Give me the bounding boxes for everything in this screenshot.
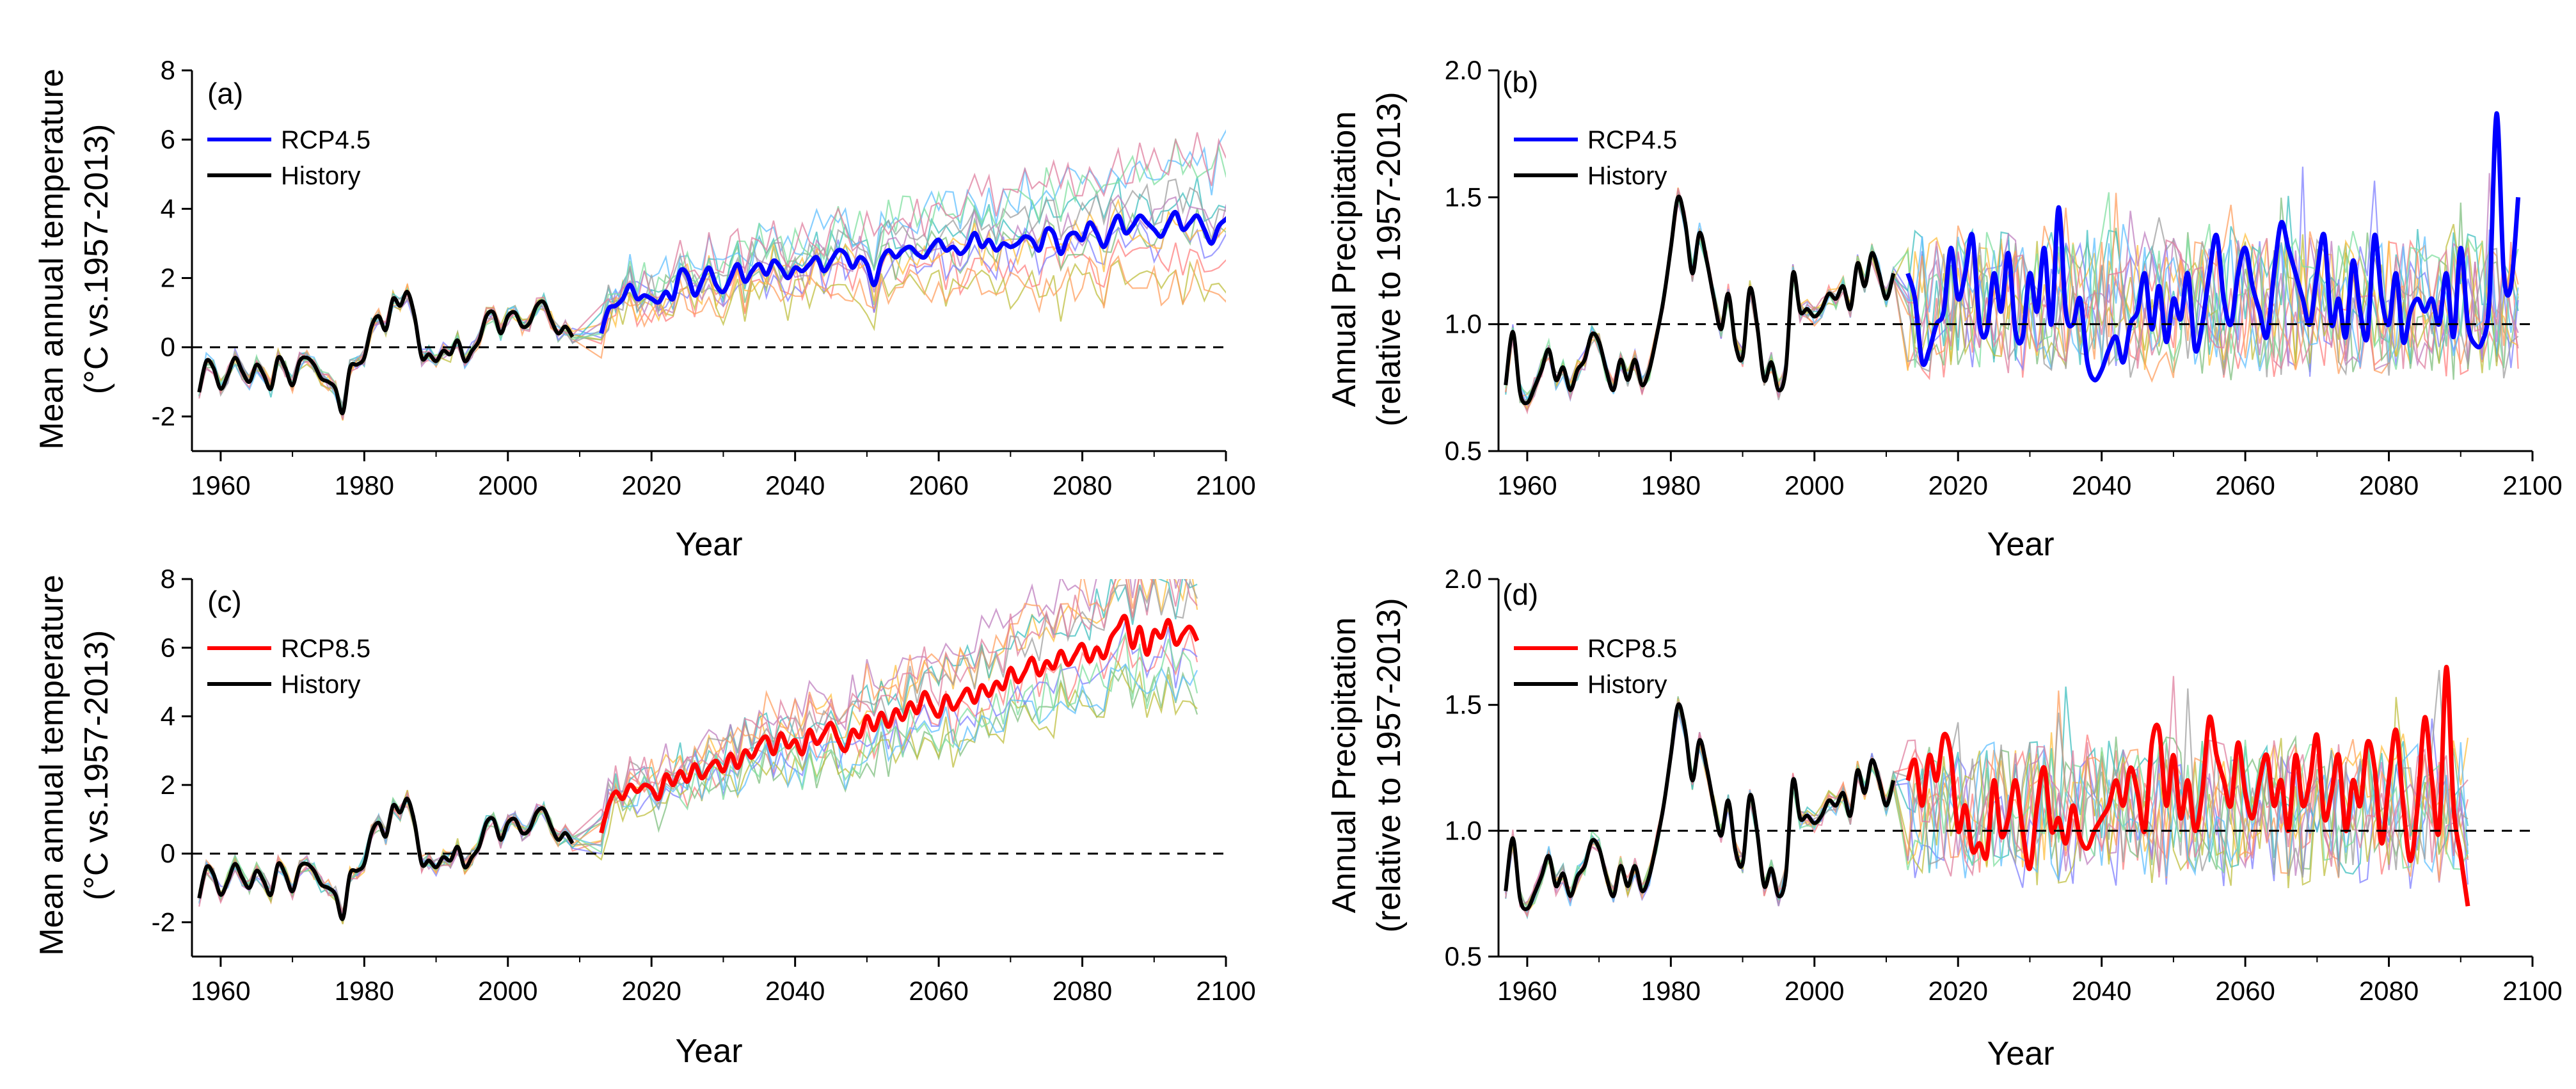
legend-label-1: History [1587, 162, 1667, 190]
x-tick-label: 2000 [1785, 470, 1844, 500]
panel-d-ylabel-line1: Annual Precipitation [1326, 617, 1363, 914]
x-tick-label: 1980 [335, 470, 394, 500]
panel-d-label: (d) [1502, 578, 1538, 611]
ensemble-line-4 [198, 579, 1198, 922]
x-tick-label: 2040 [765, 470, 825, 500]
y-tick-label: 2.0 [1445, 55, 1482, 85]
x-tick-label: 2080 [2359, 470, 2419, 500]
y-tick-label: -2 [152, 907, 175, 937]
y-tick-label: 1.5 [1445, 690, 1482, 720]
y-tick-label: 1.0 [1445, 815, 1482, 845]
panel-c-ylabel-line2: (°C vs.1957-2013) [78, 630, 115, 901]
x-tick-label: 2080 [2359, 976, 2419, 1006]
x-tick-label: 2100 [2502, 470, 2562, 500]
y-tick-label: 6 [161, 632, 175, 662]
ensemble-line-10 [198, 632, 1198, 922]
panel-d-xlabel: Year [1987, 1035, 2054, 1072]
panel-b-plot-area [1504, 111, 2521, 415]
x-tick-label: 2040 [2072, 976, 2131, 1006]
y-tick-label: 8 [161, 55, 175, 85]
panel-a-label: (a) [207, 77, 243, 110]
x-tick-label: 2000 [478, 976, 537, 1006]
x-tick-label: 1960 [1497, 470, 1557, 500]
ensemble-line-2 [198, 213, 1226, 410]
panel-b-precipitation-rcp45: Annual Precipitation (relative to 1957-2… [1326, 55, 2563, 563]
x-tick-label: 2100 [2502, 976, 2562, 1006]
x-tick-label: 1980 [335, 976, 394, 1006]
panel-c-history-line [197, 797, 575, 921]
panel-a-temperature-rcp45: Mean annual temperature (°C vs.1957-2013… [33, 55, 1256, 563]
legend-label-1: History [281, 162, 360, 190]
y-tick-label: 4 [161, 193, 175, 223]
x-tick-label: 2100 [1196, 470, 1255, 500]
panel-a-ylabel-line1: Mean annual temperature [33, 68, 70, 450]
x-tick-label: 2000 [1785, 976, 1844, 1006]
panel-b-ylabel-line2: (relative to 1957-2013) [1371, 91, 1408, 426]
y-tick-label: 1.5 [1445, 182, 1482, 212]
panel-d-ylabel-line2: (relative to 1957-2013) [1371, 598, 1408, 932]
x-tick-label: 2080 [1053, 470, 1112, 500]
x-tick-label: 1960 [191, 470, 250, 500]
y-tick-label: 0 [161, 838, 175, 868]
legend-label-0: RCP4.5 [1587, 126, 1677, 154]
legend-label-1: History [281, 671, 360, 699]
panel-a-xlabel: Year [675, 526, 742, 563]
legend-label-0: RCP4.5 [281, 126, 370, 154]
panel-a-scenario-line [599, 210, 1226, 335]
y-tick-label: 8 [161, 564, 175, 594]
y-tick-label: 1.0 [1445, 309, 1482, 339]
panel-c-ylabel-line1: Mean annual temperature [33, 575, 70, 956]
panel-c-scenario-line [599, 614, 1200, 834]
x-tick-label: 1960 [1497, 976, 1557, 1006]
panel-a-plot-area [197, 129, 1226, 421]
y-tick-label: 6 [161, 124, 175, 154]
panel-b-scenario-line [1905, 111, 2521, 383]
y-tick-label: 0 [161, 332, 175, 362]
y-tick-label: 0.5 [1445, 941, 1482, 971]
x-tick-label: 2080 [1053, 976, 1112, 1006]
x-tick-label: 1980 [1641, 976, 1701, 1006]
panel-b-ylabel-line1: Annual Precipitation [1326, 111, 1363, 408]
x-tick-label: 2020 [1928, 976, 1988, 1006]
y-tick-label: 2 [161, 263, 175, 293]
ensemble-line-5 [198, 194, 1226, 408]
x-tick-label: 2020 [622, 976, 681, 1006]
panel-c-label: (c) [207, 585, 242, 618]
panel-b-label: (b) [1502, 65, 1538, 99]
x-tick-label: 2100 [1196, 976, 1255, 1006]
x-tick-label: 2060 [2215, 976, 2275, 1006]
y-tick-label: 2.0 [1445, 564, 1482, 594]
x-tick-label: 2060 [909, 470, 968, 500]
y-tick-label: 0.5 [1445, 436, 1482, 466]
legend-label-1: History [1587, 671, 1667, 699]
x-tick-label: 2020 [622, 470, 681, 500]
x-tick-label: 2060 [2215, 470, 2275, 500]
y-tick-label: -2 [152, 401, 175, 431]
legend-label-0: RCP8.5 [1587, 635, 1677, 663]
ensemble-line-9 [198, 178, 1226, 407]
panel-b-xlabel: Year [1987, 526, 2054, 563]
y-tick-label: 2 [161, 770, 175, 800]
ensemble-line-3 [198, 579, 1198, 921]
x-tick-label: 2000 [478, 470, 537, 500]
ensemble-line-5 [198, 579, 1180, 917]
x-tick-label: 1960 [191, 976, 250, 1006]
x-tick-label: 2060 [909, 976, 968, 1006]
panel-d-plot-area [1504, 665, 2470, 920]
panel-d-precipitation-rcp85: Annual Precipitation (relative to 1957-2… [1326, 564, 2563, 1072]
panel-c-plot-area [197, 579, 1200, 925]
x-tick-label: 2040 [765, 976, 825, 1006]
x-tick-label: 2020 [1928, 470, 1988, 500]
legend-label-0: RCP8.5 [281, 635, 370, 663]
panel-a-ylabel-line2: (°C vs.1957-2013) [78, 124, 115, 395]
y-tick-label: 4 [161, 701, 175, 731]
panel-c-temperature-rcp85: Mean annual temperature (°C vs.1957-2013… [33, 564, 1256, 1070]
x-tick-label: 2040 [2072, 470, 2131, 500]
panel-b-history-line [1504, 195, 1896, 406]
panel-c-xlabel: Year [675, 1033, 742, 1070]
panel-a-history-line [197, 290, 575, 415]
panel-d-history-line [1504, 702, 1896, 911]
x-tick-label: 1980 [1641, 470, 1701, 500]
